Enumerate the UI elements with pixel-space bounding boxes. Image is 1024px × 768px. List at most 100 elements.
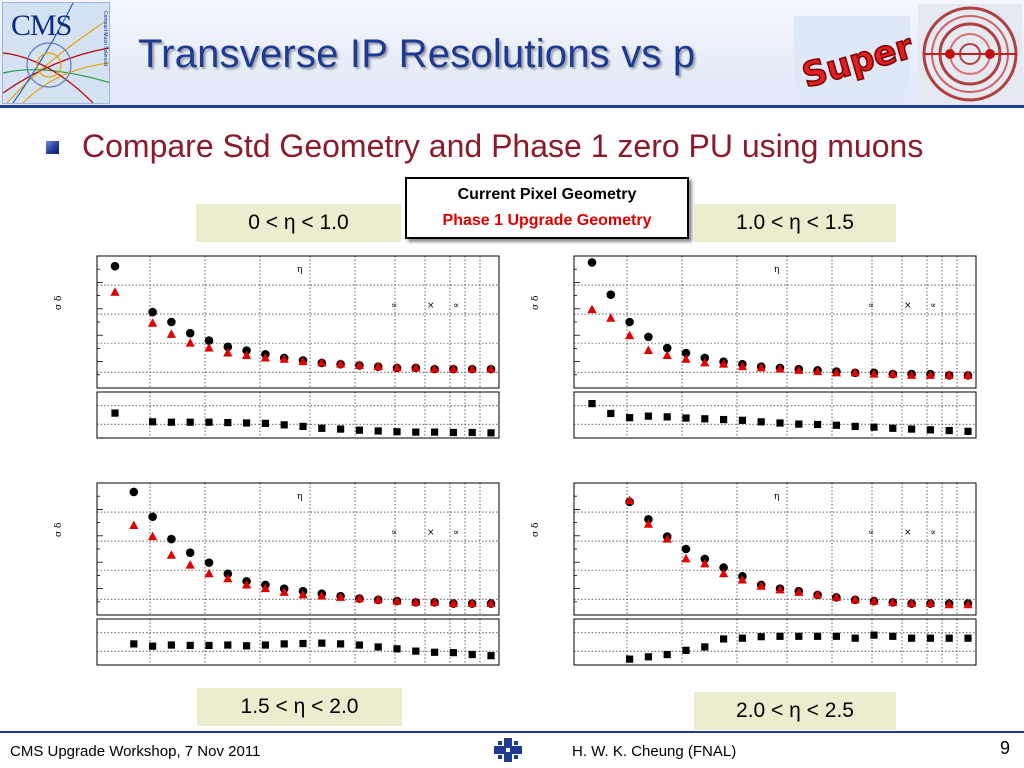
current-geometry-point bbox=[587, 258, 597, 267]
ratio-point bbox=[908, 634, 916, 642]
ratio-point bbox=[167, 418, 175, 426]
plot-panel-top-left: σ δ η ∝ × ∝ bbox=[45, 252, 505, 444]
ratio-point bbox=[908, 425, 916, 433]
ratio-point bbox=[720, 635, 728, 643]
ratio-point bbox=[149, 642, 157, 650]
phase1-geometry-point bbox=[204, 343, 214, 352]
phase1-geometry-point bbox=[392, 596, 402, 605]
ratio-point bbox=[832, 421, 840, 429]
legend-current-label: Current Pixel Geometry bbox=[457, 186, 637, 203]
ratio-point bbox=[374, 643, 382, 651]
ratio-point bbox=[299, 639, 307, 648]
ratio-point bbox=[738, 634, 746, 642]
ratio-point bbox=[318, 639, 326, 647]
eta-annotation: η bbox=[297, 265, 302, 275]
current-geometry-point bbox=[204, 558, 214, 567]
phase1-geometry-point bbox=[110, 287, 120, 296]
ratio-point bbox=[644, 412, 652, 420]
eta-annotation: η bbox=[774, 265, 779, 275]
ratio-point bbox=[738, 416, 746, 424]
ratio-point bbox=[431, 428, 439, 436]
ratio-point bbox=[412, 647, 420, 655]
phase1-geometry-point bbox=[411, 362, 421, 372]
phase1-geometry-point bbox=[411, 597, 421, 606]
ratio-point bbox=[889, 424, 897, 432]
phase1-geometry-point bbox=[354, 360, 364, 369]
ratio-point bbox=[870, 423, 878, 431]
phase1-geometry-point bbox=[223, 573, 233, 583]
phase1-geometry-point bbox=[373, 361, 383, 371]
current-geometry-point bbox=[204, 336, 214, 345]
current-geometry-point bbox=[719, 563, 728, 572]
eta-annotation: η bbox=[297, 492, 302, 502]
current-geometry-point bbox=[662, 343, 672, 353]
ratio-point bbox=[701, 415, 709, 423]
phase1-geometry-point bbox=[486, 598, 496, 608]
ratio-point bbox=[607, 409, 615, 418]
phase1-geometry-point bbox=[129, 520, 139, 529]
phase1-geometry-point bbox=[869, 596, 879, 605]
phase1-geometry-point bbox=[925, 598, 935, 608]
phase1-geometry-point bbox=[606, 313, 616, 322]
ratio-point bbox=[130, 640, 138, 648]
phase1-geometry-point bbox=[775, 364, 785, 373]
phase1-geometry-point bbox=[700, 357, 710, 367]
ratio-point bbox=[468, 428, 476, 437]
ratio-point bbox=[487, 652, 495, 660]
phase1-geometry-point bbox=[813, 589, 823, 599]
phase1-geometry-point bbox=[279, 354, 289, 363]
phase1-geometry-point bbox=[662, 350, 672, 359]
plot-svg: σ δ η ∝ × ∝ bbox=[54, 482, 500, 666]
ratio-point bbox=[832, 632, 840, 640]
phase1-geometry-point bbox=[242, 579, 252, 589]
axis-mark-annotation: ∝ bbox=[453, 528, 459, 538]
current-geometry-point bbox=[110, 261, 120, 271]
ratio-point bbox=[167, 641, 175, 649]
ratio-point bbox=[299, 422, 307, 430]
slide-title: Transverse IP Resolutions vs p bbox=[138, 32, 696, 76]
footer-author: H. W. K. Cheung (FNAL) bbox=[572, 743, 737, 760]
ratio-point bbox=[945, 426, 953, 435]
current-geometry-point bbox=[148, 512, 157, 522]
phase1-geometry-point bbox=[681, 354, 691, 363]
current-geometry-point bbox=[644, 332, 653, 342]
y-axis-label: σ δ bbox=[54, 523, 64, 537]
axis-mark-annotation: × bbox=[427, 528, 435, 538]
ratio-point bbox=[870, 631, 878, 639]
phase1-geometry-point bbox=[794, 365, 804, 374]
phase1-geometry-point bbox=[336, 359, 346, 368]
phase1-geometry-point bbox=[625, 495, 635, 505]
ratio-point bbox=[318, 424, 326, 432]
axis-mark-annotation: ∝ bbox=[868, 301, 874, 311]
current-geometry-point bbox=[681, 544, 691, 554]
plot-svg: σ δ η ∝ × ∝ bbox=[531, 482, 977, 666]
plot-panel-bottom-right: σ δ η ∝ × ∝ bbox=[522, 479, 982, 671]
phase1-geometry-point bbox=[869, 369, 879, 378]
ratio-point bbox=[889, 632, 897, 640]
current-geometry-point bbox=[681, 348, 691, 358]
plot-panel-bottom-left: σ δ η ∝ × ∝ bbox=[45, 479, 505, 671]
phase1-geometry-point bbox=[662, 534, 672, 543]
phase1-geometry-point bbox=[737, 361, 747, 371]
phase1-geometry-point bbox=[944, 599, 954, 609]
eta-label-bottom-right: 2.0 < η < 2.5 bbox=[694, 692, 896, 730]
ratio-point bbox=[186, 418, 194, 426]
ratio-point bbox=[337, 425, 345, 433]
phase1-geometry-point bbox=[888, 369, 898, 378]
phase1-geometry-point bbox=[850, 367, 860, 377]
ratio-point bbox=[468, 650, 476, 659]
cms-logo-icon: CMS Compact Muon Solenoid bbox=[2, 2, 110, 104]
ratio-frame bbox=[96, 391, 500, 439]
phase1-geometry-point bbox=[831, 592, 841, 601]
phase1-geometry-point bbox=[298, 589, 308, 599]
cms-logo-text: CMS bbox=[11, 9, 72, 42]
eta-annotation: η bbox=[774, 492, 779, 502]
plot-frame bbox=[96, 482, 500, 616]
phase1-geometry-point bbox=[907, 598, 917, 608]
current-geometry-point bbox=[185, 328, 195, 338]
ratio-point bbox=[795, 420, 803, 428]
bullet-text: Compare Std Geometry and Phase 1 zero PU… bbox=[82, 128, 924, 164]
ratio-point bbox=[701, 643, 709, 651]
ratio-point bbox=[243, 419, 251, 427]
phase1-geometry-point bbox=[223, 348, 233, 357]
